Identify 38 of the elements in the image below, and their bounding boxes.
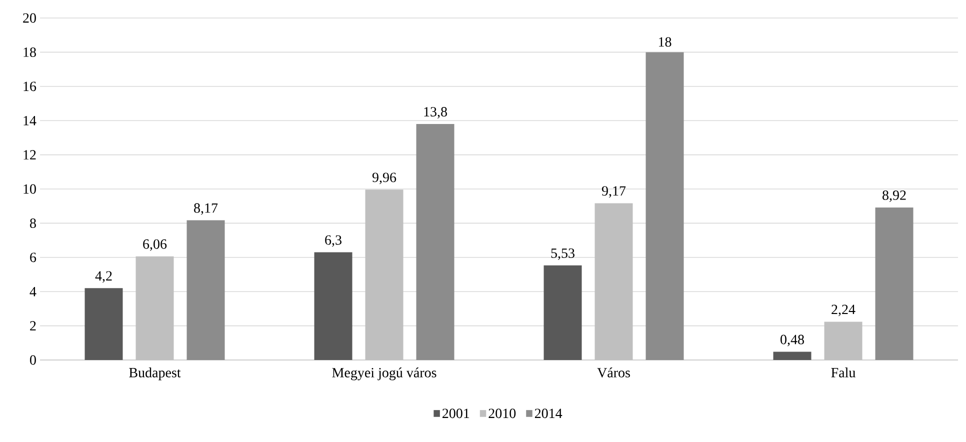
data-label: 2,24 (832, 304, 856, 316)
y-tick-label: 14 (24, 116, 36, 126)
data-label: 13,8 (424, 107, 447, 118)
x-tick-label: Falu (831, 368, 856, 378)
data-label: 9,96 (372, 172, 396, 184)
bar (544, 265, 582, 360)
data-label: 6,3 (325, 235, 342, 247)
y-tick-label: 18 (24, 47, 36, 57)
data-label: 0,48 (780, 334, 804, 346)
x-tick-label: Megyei jogú város (332, 368, 436, 380)
y-tick-label: 4 (30, 286, 36, 296)
legend-label: 2010 (488, 408, 516, 418)
y-tick-label: 20 (23, 13, 36, 23)
bar (314, 252, 352, 360)
x-tick-label: Város (597, 368, 630, 378)
bar (186, 220, 225, 360)
data-label: 4,2 (95, 271, 112, 283)
y-tick-label: 10 (24, 184, 36, 194)
data-label: 8,92 (882, 190, 906, 202)
x-tick-label: Budapest (129, 368, 181, 380)
y-tick-label: 2 (30, 321, 36, 330)
legend-label: 2014 (534, 408, 562, 418)
y-tick-label: 0 (30, 355, 36, 365)
bar (875, 207, 914, 360)
data-label: 5,53 (551, 248, 574, 260)
bar (646, 52, 684, 360)
legend-label: 2001 (442, 408, 470, 418)
y-tick-label: 8 (30, 218, 36, 228)
y-tick-label: 12 (24, 150, 36, 160)
bar (773, 352, 812, 360)
data-label: 6,06 (143, 239, 167, 251)
data-label: 18 (658, 37, 672, 47)
bar (84, 288, 123, 360)
y-tick-label: 16 (24, 82, 36, 92)
y-tick-label: 6 (30, 252, 36, 262)
bar (416, 124, 454, 360)
data-label: 9,17 (602, 186, 626, 198)
data-label: 8,17 (194, 203, 218, 215)
